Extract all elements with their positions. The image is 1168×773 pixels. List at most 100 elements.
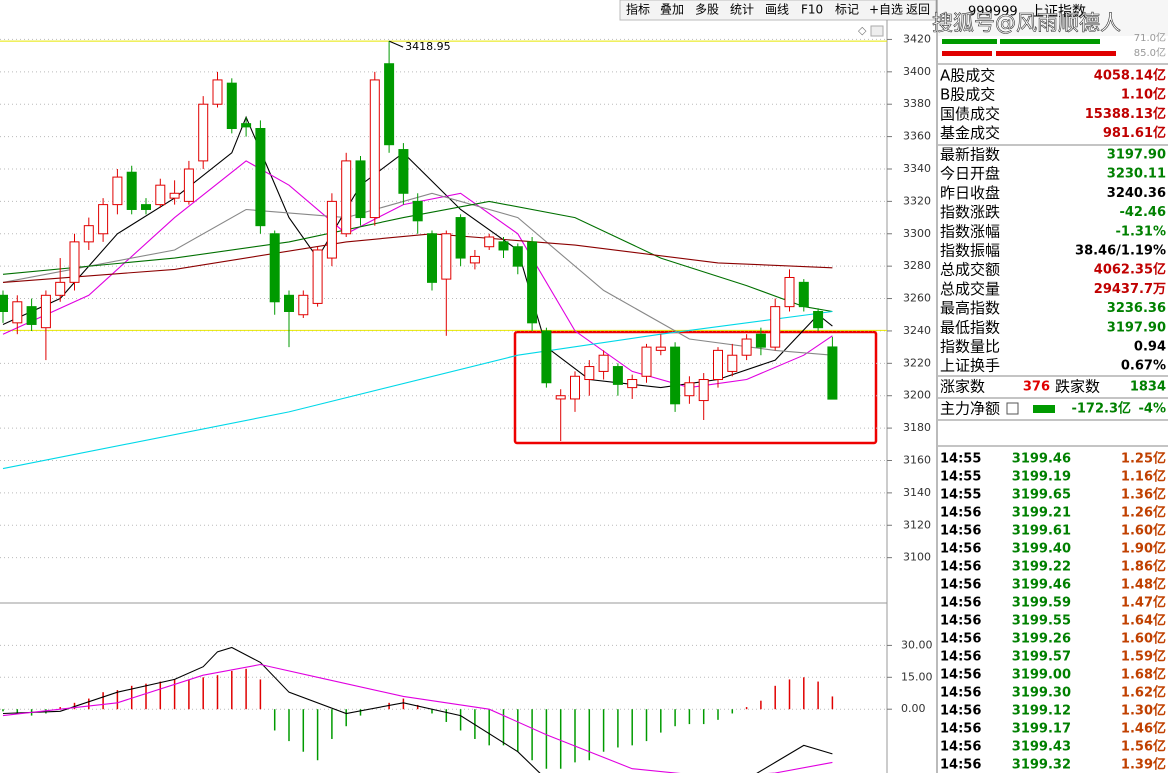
trade-amount: 1.60亿	[1121, 631, 1166, 647]
info-label: B股成交	[940, 86, 995, 104]
info-label: A股成交	[940, 67, 995, 85]
annotation-leader	[388, 40, 404, 48]
breadth-label: 跌家数	[1055, 378, 1100, 396]
candle-body	[298, 294, 309, 316]
info-label: 指数涨幅	[940, 222, 1000, 240]
trade-amount: 1.62亿	[1121, 685, 1166, 701]
candle-body	[198, 103, 209, 162]
candle-body	[584, 366, 595, 381]
info-value: -1.31%	[1116, 224, 1167, 239]
trade-amount: 1.16亿	[1121, 469, 1166, 485]
y-tick-label: 3180	[903, 421, 931, 434]
trade-amount: 1.59亿	[1121, 649, 1166, 665]
y-tick-label: 3320	[903, 194, 931, 207]
candle-body	[255, 128, 266, 227]
candle-body	[512, 246, 523, 267]
info-label: 最低指数	[940, 318, 1000, 336]
toolbar-button[interactable]: F10	[801, 3, 823, 17]
scale-label: 85.0亿	[1134, 46, 1166, 59]
info-value: 38.46/1.19%	[1075, 244, 1166, 259]
candle-body	[126, 171, 137, 210]
toolbar-button[interactable]: 叠加	[660, 3, 684, 17]
info-value: 3240.36	[1107, 186, 1166, 201]
info-label: 指数量比	[940, 338, 1000, 356]
scroll-icon	[870, 25, 884, 37]
trade-time: 14:55	[940, 488, 981, 503]
candle-body	[398, 149, 409, 194]
toolbar-button[interactable]: 标记	[835, 3, 859, 17]
info-label: 昨日收盘	[940, 184, 1000, 202]
trade-time: 14:56	[940, 578, 981, 593]
flow-label: 主力净额	[940, 400, 1000, 418]
line	[2, 310, 833, 470]
info-value: 981.61亿	[1103, 125, 1166, 141]
trade-price: 3199.46	[1012, 452, 1071, 467]
y-tick-label: 3420	[903, 32, 931, 45]
trade-price: 3199.17	[1012, 722, 1071, 737]
trade-amount: 1.25亿	[1121, 451, 1166, 467]
toolbar-button[interactable]: 返回	[906, 3, 930, 17]
candle-body	[713, 349, 723, 381]
y-tick-label: 3220	[903, 356, 931, 369]
highlight-box	[513, 330, 878, 445]
toolbar	[619, 0, 937, 21]
trade-time: 14:55	[940, 452, 981, 467]
trade-time: 14:56	[940, 722, 981, 737]
info-label: 总成交量	[940, 280, 1000, 298]
candle-body	[469, 255, 480, 264]
trade-amount: 1.56亿	[1121, 739, 1166, 755]
candle-body	[384, 63, 395, 146]
info-value: 29437.7万	[1094, 282, 1166, 297]
candle-body	[612, 366, 623, 385]
candle-body	[69, 241, 80, 283]
trade-price: 3199.21	[1012, 506, 1071, 521]
trade-time: 14:56	[940, 668, 981, 683]
candle-body	[813, 311, 824, 329]
name: 上证指数	[1030, 4, 1086, 20]
candle-body	[26, 306, 37, 325]
diamond-icon: ◇	[858, 24, 867, 37]
y-tick-label: 3100	[903, 551, 931, 564]
trade-time: 14:56	[940, 686, 981, 701]
toolbar-button[interactable]: 多股	[695, 3, 719, 17]
toolbar-button[interactable]: +自选	[869, 3, 903, 17]
candle-body	[241, 123, 252, 128]
trade-price: 3199.12	[1012, 704, 1071, 719]
bar-green	[942, 39, 997, 44]
info-value: -42.46	[1119, 205, 1166, 220]
trade-time: 14:56	[940, 542, 981, 557]
flow-value: -172.3亿	[1071, 401, 1131, 417]
breadth-value: 376	[1023, 380, 1050, 395]
trade-time: 14:56	[940, 614, 981, 629]
y-tick-label: 3160	[903, 453, 931, 466]
candle-body	[798, 281, 809, 308]
toolbar-button[interactable]: 统计	[730, 3, 754, 17]
line	[2, 200, 833, 313]
trade-price: 3199.59	[1012, 596, 1071, 611]
candle-body	[698, 379, 709, 402]
info-value: 3197.90	[1107, 320, 1166, 335]
candle-body	[0, 294, 8, 312]
breadth-label: 涨家数	[940, 378, 985, 396]
candle-body	[369, 79, 380, 219]
toolbar-button[interactable]: 画线	[765, 3, 789, 17]
flow-pct: -4%	[1139, 402, 1166, 417]
flow-icon	[1006, 402, 1019, 415]
candle-body	[827, 346, 838, 400]
candle-body	[727, 354, 738, 372]
info-value: 3197.90	[1107, 148, 1166, 163]
trade-time: 14:56	[940, 740, 981, 755]
header-bg	[938, 0, 1168, 36]
candle-body	[570, 375, 580, 400]
trade-price: 3199.46	[1012, 578, 1071, 593]
info-label: 总成交额	[940, 261, 1000, 279]
candle-body	[269, 233, 280, 303]
watermark: 搜狐号@风雨顺德人	[932, 11, 1121, 35]
candle-body	[641, 346, 652, 377]
y-tick-label: 3280	[903, 259, 931, 272]
line	[2, 160, 833, 389]
candle-body	[341, 160, 352, 235]
toolbar-button[interactable]: 指标	[626, 2, 650, 17]
trade-time: 14:56	[940, 704, 981, 719]
